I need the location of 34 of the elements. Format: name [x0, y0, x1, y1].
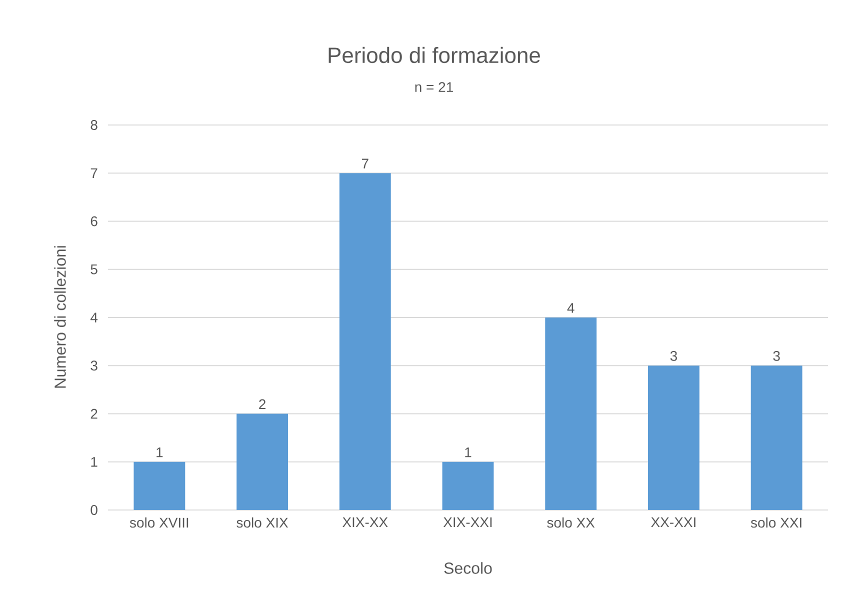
- data-label: 7: [362, 158, 368, 168]
- bar: [648, 366, 700, 510]
- y-tick-label: 8: [90, 120, 98, 130]
- x-axis-title: Secolo: [444, 562, 492, 574]
- bar: [236, 414, 288, 510]
- data-label: 1: [156, 448, 163, 458]
- bar: [750, 366, 802, 510]
- y-tick-label: 2: [90, 408, 98, 419]
- y-tick-label: 6: [90, 216, 98, 226]
- x-tick-label: solo XVIII: [130, 517, 188, 528]
- data-label: 3: [670, 351, 677, 361]
- x-tick-label: XIX-XX: [342, 517, 388, 528]
- bar: [545, 318, 597, 510]
- chart-subtitle: n = 21: [415, 82, 453, 92]
- y-tick-label: 7: [90, 168, 98, 178]
- x-tick-label: solo XX: [547, 517, 595, 528]
- bar: [339, 173, 391, 510]
- bar: [134, 462, 186, 510]
- y-axis-title: Numero di collezioni: [54, 246, 66, 388]
- data-label: 1: [465, 448, 472, 458]
- x-tick-label: XX-XXI: [651, 517, 696, 528]
- data-label: 4: [567, 303, 574, 313]
- data-label: 3: [773, 351, 780, 361]
- y-tick-label: 0: [90, 505, 98, 515]
- y-tick-label: 1: [91, 457, 98, 467]
- x-tick-label: XIX-XXI: [443, 517, 492, 528]
- y-tick-label: 3: [90, 360, 98, 371]
- bar: [442, 462, 494, 510]
- x-tick-label: solo XXI: [750, 517, 802, 528]
- data-label: 2: [259, 399, 266, 410]
- y-tick-label: 4: [90, 312, 98, 322]
- x-tick-label: solo XIX: [236, 517, 288, 528]
- chart-title: Periodo di formazione: [328, 46, 540, 64]
- y-tick-label: 5: [90, 264, 98, 274]
